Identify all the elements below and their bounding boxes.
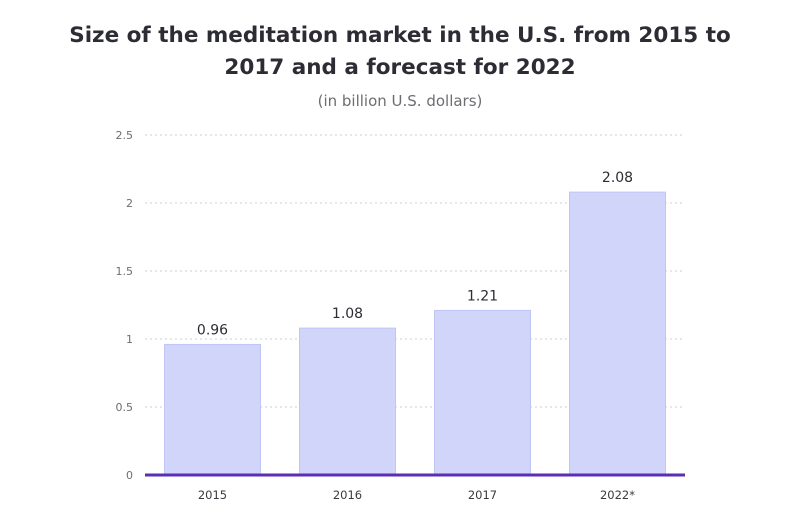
bar bbox=[299, 327, 396, 476]
data-label: 2.08 bbox=[602, 170, 633, 186]
bar bbox=[569, 191, 666, 476]
x-tick-label: 2016 bbox=[333, 488, 362, 502]
bar bbox=[434, 309, 531, 476]
y-tick-label: 2.5 bbox=[116, 129, 134, 142]
y-tick-label: 0 bbox=[126, 469, 133, 482]
x-axis-ticks: 2015 2016 2017 2022* bbox=[198, 488, 635, 502]
chart-title-line-2: 2017 and a forecast for 2022 bbox=[224, 55, 575, 80]
chart-title-line-1: Size of the meditation market in the U.S… bbox=[69, 23, 731, 48]
chart-subtitle: (in billion U.S. dollars) bbox=[318, 92, 483, 110]
y-tick-label: 2 bbox=[126, 197, 133, 210]
x-tick-label: 2022* bbox=[600, 488, 635, 502]
data-label: 0.96 bbox=[197, 322, 228, 338]
y-tick-label: 1 bbox=[126, 333, 133, 346]
data-label: 1.21 bbox=[467, 288, 498, 304]
y-tick-label: 1.5 bbox=[116, 265, 134, 278]
bar bbox=[164, 343, 261, 476]
bars bbox=[164, 191, 666, 476]
x-tick-label: 2017 bbox=[468, 488, 497, 502]
y-axis-ticks: 0 0.5 1 1.5 2 2.5 bbox=[116, 129, 134, 482]
x-tick-label: 2015 bbox=[198, 488, 227, 502]
data-label: 1.08 bbox=[332, 306, 363, 322]
value-labels: 0.96 1.08 1.21 2.08 bbox=[197, 170, 633, 338]
y-tick-label: 0.5 bbox=[116, 401, 134, 414]
